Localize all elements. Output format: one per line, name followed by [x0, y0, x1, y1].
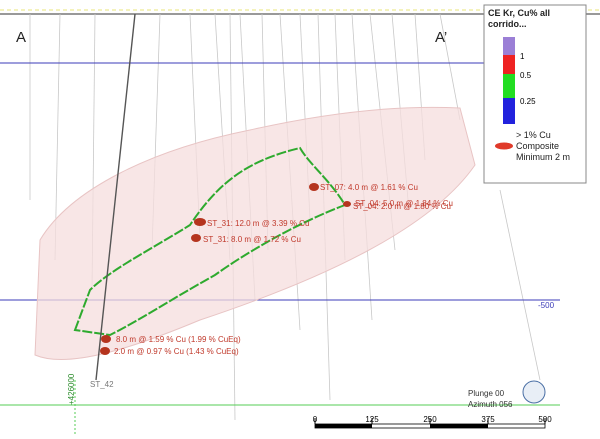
intercept-label: 2.0 m @ 0.97 % Cu (1.43 % CuEq): [114, 347, 239, 356]
legend: [483, 4, 587, 184]
scale-label: 375: [481, 415, 495, 424]
legend-tick: 0.5: [520, 71, 532, 80]
scale-label: 250: [423, 415, 437, 424]
legend-tick: 0.25: [520, 97, 536, 106]
scale-label: 125: [365, 415, 379, 424]
intercept-label: ST_04: 2.0 m @ 1.80 % Cu: [353, 202, 451, 211]
scale-label: 500: [538, 415, 552, 424]
legend-symbol-box: > 1% Cu Composite Minimum 2 m: [516, 130, 571, 162]
elevation-label: -500: [538, 301, 555, 310]
intercept-label: ST_31: 8.0 m @ 1.72 % Cu: [203, 235, 301, 244]
scale-bar: [314, 418, 546, 429]
mineral-envelope: [34, 106, 476, 361]
grade-shell: [73, 146, 347, 337]
scale-label: 0: [313, 415, 318, 424]
easting-label: +426000: [67, 373, 76, 405]
legend-tick: 1: [520, 52, 525, 61]
intercept-label: ST_31: 12.0 m @ 3.39 % Cu: [207, 219, 309, 228]
legend-title: CE Kr, Cu% all corrido...: [488, 8, 551, 29]
legend-symbol-label: > 1% Cu Composite Minimum 2 m: [516, 130, 571, 162]
intercept-label: 8.0 m @ 1.59 % Cu (1.99 % CuEq): [116, 335, 241, 344]
section-start-label: A: [16, 29, 26, 46]
logo: [522, 380, 546, 404]
section-end-label: A’: [435, 29, 447, 46]
intercept-label: ST_07: 4.0 m @ 1.61 % Cu: [320, 183, 418, 192]
hole-label: ST_42: [90, 380, 114, 389]
drill-hole-st42: [95, 13, 136, 381]
intercept-symbols: [100, 183, 351, 355]
plunge-label: Plunge 00: [468, 389, 505, 398]
legend-title-box: CE Kr, Cu% all corrido...: [488, 8, 551, 29]
intercept-label: ST_04: 5.0 m @ 1.84 % Cu: [355, 199, 453, 208]
azimuth-label: Azimuth 056: [468, 400, 513, 409]
